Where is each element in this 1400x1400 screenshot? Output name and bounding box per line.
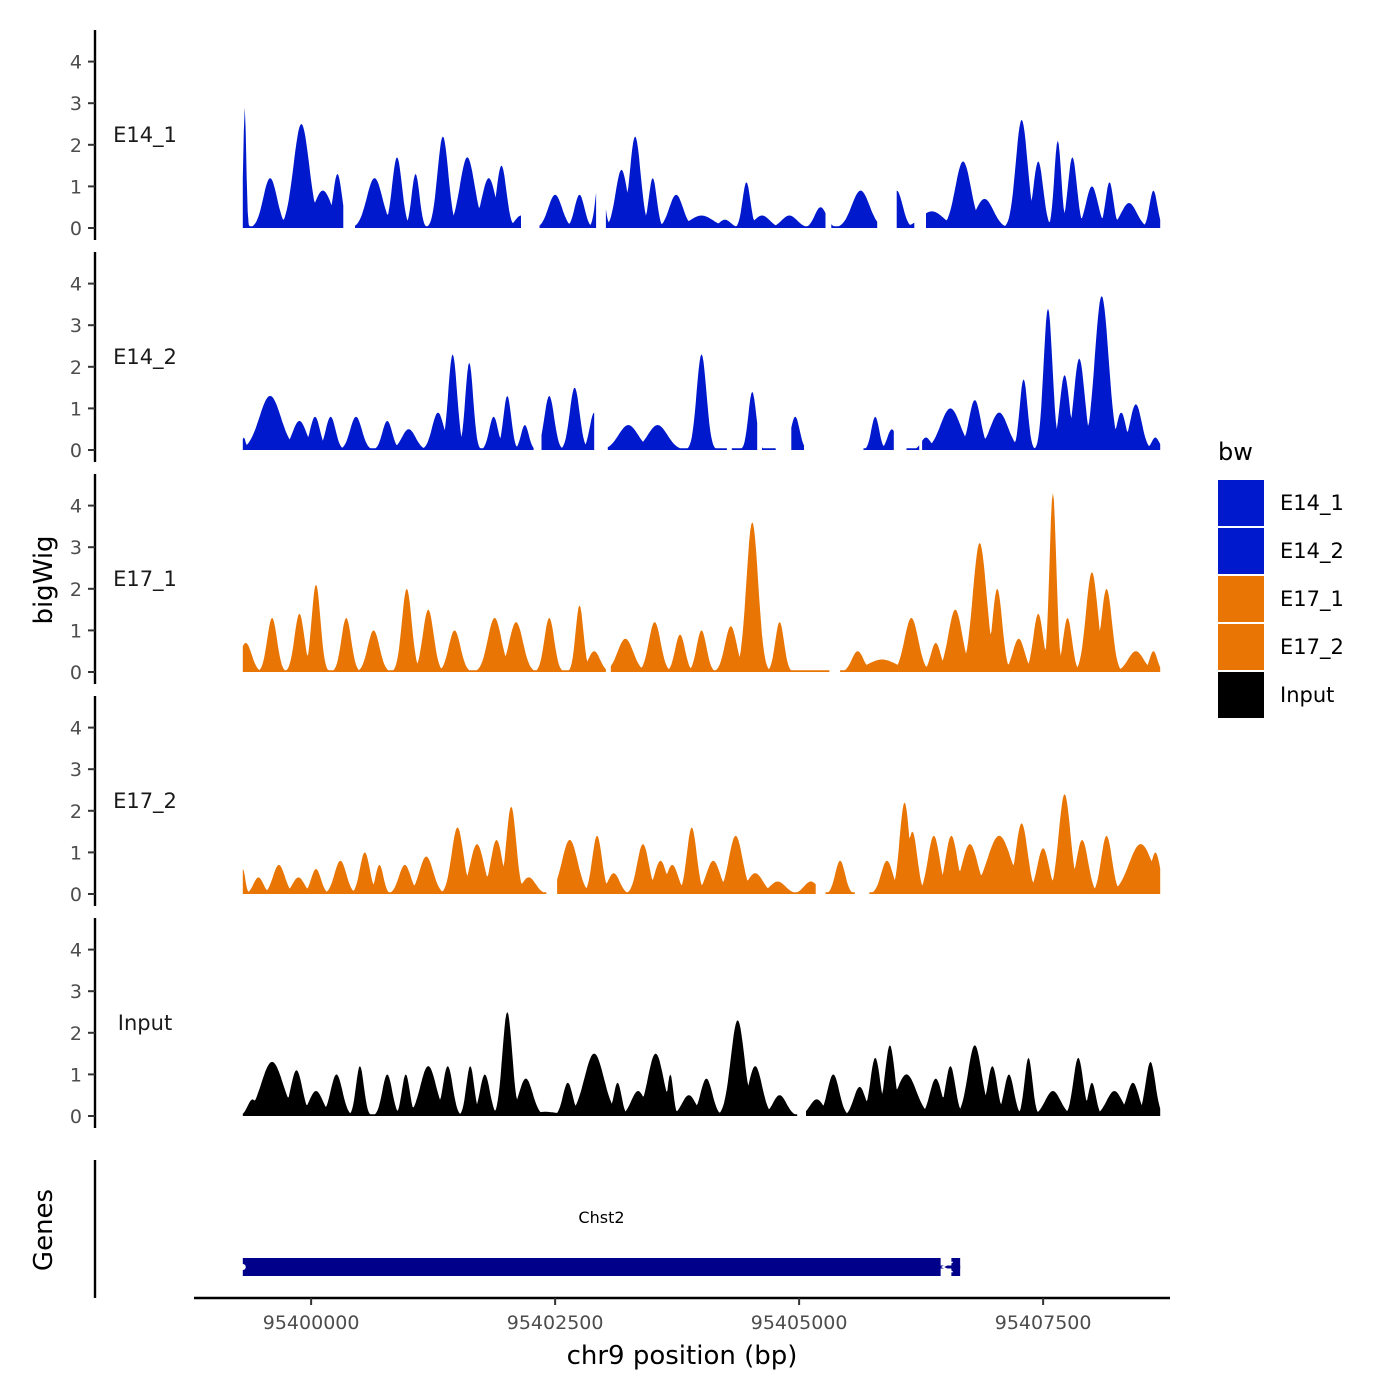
y-tick-label: 2 [70, 1023, 82, 1045]
y-tick-label: 4 [70, 274, 82, 296]
track-e17-1: 0 1 2 3 4 E17_1 [70, 474, 1161, 684]
signal-area [869, 794, 1161, 894]
track-label: E14_1 [113, 123, 177, 148]
y-tick-label: 3 [70, 537, 82, 559]
x-axis-title: chr9 position (bp) [567, 1341, 798, 1371]
gene-label: Chst2 [578, 1208, 624, 1227]
y-tick-label: 1 [70, 620, 82, 642]
legend-label: E17_2 [1280, 635, 1344, 660]
y-tick-label: 3 [70, 93, 82, 115]
signal-area [242, 354, 534, 450]
strand-arrow-icon [940, 1261, 953, 1273]
signal-area [863, 416, 894, 450]
signal-area [605, 136, 826, 228]
gene-chst2: Chst2 [239, 1208, 961, 1276]
x-tick-label: 95405000 [751, 1312, 848, 1334]
track-label: E17_1 [113, 567, 177, 592]
y-tick-label: 3 [70, 759, 82, 781]
y-tick-label: 4 [70, 496, 82, 518]
gene-exon [242, 1258, 941, 1276]
legend-label: E14_2 [1280, 539, 1344, 564]
y-tick-label: 1 [70, 1064, 82, 1086]
y-tick-label: 2 [70, 135, 82, 157]
signal-area [831, 190, 878, 228]
signal-tracks: 0 1 2 3 4 E14_1 0 1 2 3 4 E14_2 0 1 2 3 4 E17_1 0 1 2 3 4 E17_2… [70, 30, 1161, 1128]
y-tick-label: 0 [70, 662, 82, 684]
track-e14-2: 0 1 2 3 4 E14_2 [70, 252, 1161, 462]
y-tick-label: 2 [70, 579, 82, 601]
y-tick-label: 0 [70, 440, 82, 462]
y-tick-label: 3 [70, 981, 82, 1003]
legend-key [1218, 672, 1264, 718]
legend: bw E14_1 E14_2 E17_1 E17_2 Input [1218, 438, 1344, 718]
signal-area [242, 806, 547, 894]
signal-area [355, 136, 521, 228]
gene-exon [951, 1258, 961, 1276]
signal-area [541, 387, 595, 450]
signal-area [610, 522, 830, 672]
signal-area [539, 192, 597, 228]
signal-area [242, 584, 606, 672]
signal-area [926, 119, 1161, 228]
y-tick-label: 2 [70, 357, 82, 379]
track-label: Input [118, 1011, 172, 1035]
signal-area [825, 860, 855, 894]
signal-area [762, 447, 776, 450]
track-label: E17_2 [113, 789, 177, 814]
signal-area [840, 493, 1161, 672]
y-tick-label: 1 [70, 842, 82, 864]
legend-title: bw [1218, 438, 1253, 466]
gene-end-marker [239, 1264, 246, 1270]
legend-key [1218, 480, 1264, 526]
signal-area [242, 1012, 798, 1116]
signal-area [557, 827, 816, 894]
y-tick-label: 4 [70, 718, 82, 740]
legend-label: E14_1 [1280, 491, 1344, 516]
signal-area [922, 296, 1161, 450]
y-tick-label: 0 [70, 1106, 82, 1128]
genes-track-title: Genes [29, 1189, 59, 1271]
signal-area [607, 354, 727, 450]
signal-area [791, 416, 804, 450]
track-input: 0 1 2 3 4 Input [70, 918, 1161, 1128]
gene-track: Chst2 [93, 1160, 961, 1298]
signal-area [906, 445, 920, 450]
legend-key [1218, 528, 1264, 574]
y-tick-label: 1 [70, 398, 82, 420]
x-tick-label: 95400000 [263, 1312, 360, 1334]
x-axis: 95400000 95402500 95405000 95407500 [194, 1296, 1170, 1334]
x-tick-label: 95407500 [995, 1312, 1092, 1334]
y-axis-title: bigWig [29, 535, 59, 624]
signal-area [896, 190, 915, 228]
legend-key [1218, 576, 1264, 622]
y-tick-label: 0 [70, 218, 82, 240]
signal-area [731, 391, 758, 450]
y-tick-label: 2 [70, 801, 82, 823]
signal-area [806, 1045, 1161, 1116]
y-tick-label: 4 [70, 52, 82, 74]
x-tick-label: 95402500 [507, 1312, 604, 1334]
y-tick-label: 1 [70, 176, 82, 198]
y-tick-label: 3 [70, 315, 82, 337]
y-tick-label: 0 [70, 884, 82, 906]
track-label: E14_2 [113, 345, 177, 370]
legend-label: Input [1280, 683, 1334, 707]
legend-label: E17_1 [1280, 587, 1344, 612]
legend-key [1218, 624, 1264, 670]
track-e17-2: 0 1 2 3 4 E17_2 [70, 696, 1161, 906]
signal-area [242, 107, 344, 228]
track-e14-1: 0 1 2 3 4 E14_1 [70, 30, 1161, 240]
y-tick-label: 4 [70, 940, 82, 962]
